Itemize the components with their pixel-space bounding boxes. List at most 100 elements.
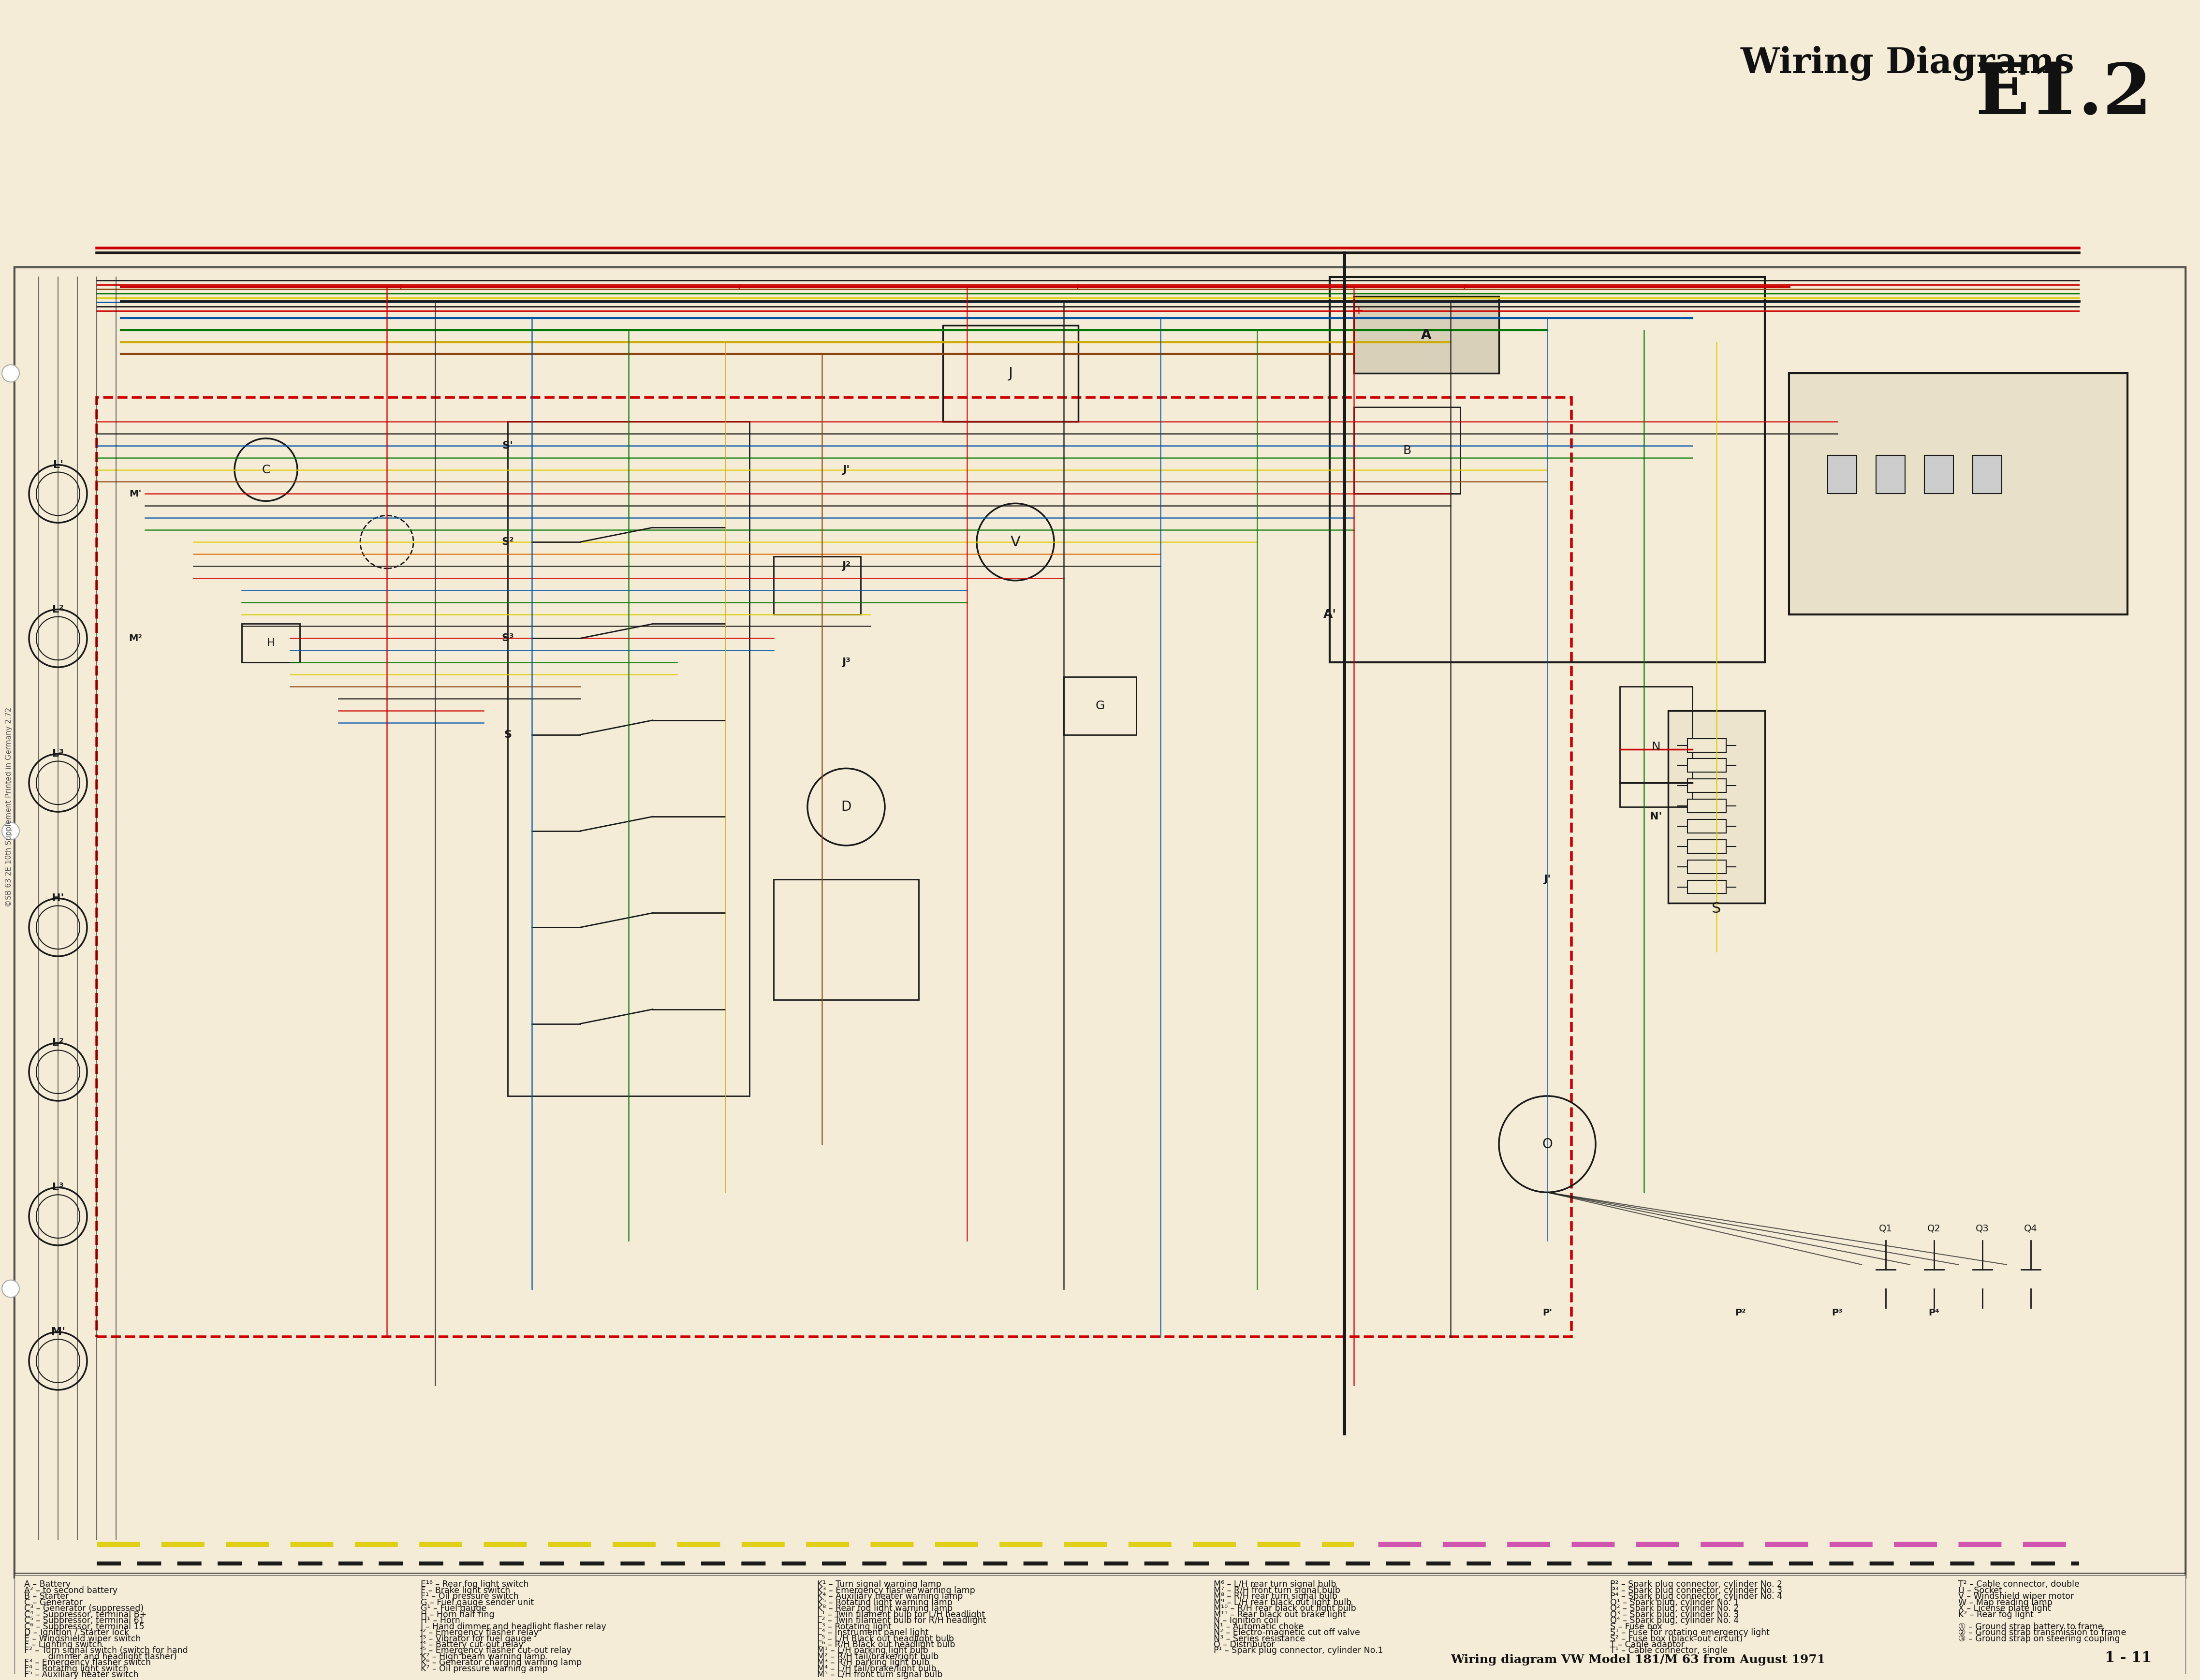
Text: L⁶ – R/H Black out headlight bulb: L⁶ – R/H Black out headlight bulb <box>816 1640 955 1650</box>
Text: K² – High beam warning lamp: K² – High beam warning lamp <box>420 1653 546 1662</box>
Bar <box>1828 455 1857 494</box>
Text: M¹ – L/H parking light bulb: M¹ – L/H parking light bulb <box>816 1646 928 1655</box>
Bar <box>1789 373 2127 615</box>
Text: F – Lighting switch: F – Lighting switch <box>24 1640 101 1650</box>
Text: P³ – Spark plug connector, cylinder No. 3: P³ – Spark plug connector, cylinder No. … <box>1610 1586 1782 1594</box>
Bar <box>242 623 299 662</box>
Text: G – Fuel gauge sender unit: G – Fuel gauge sender unit <box>420 1598 535 1606</box>
Bar <box>1353 407 1461 494</box>
Bar <box>1687 820 1727 833</box>
Text: S: S <box>1712 902 1720 916</box>
Text: N² – Electro-magnetic cut off valve: N² – Electro-magnetic cut off valve <box>1214 1628 1360 1636</box>
Text: S – Fuse box: S – Fuse box <box>1610 1623 1663 1631</box>
Text: C – Generator: C – Generator <box>24 1598 84 1606</box>
Text: P⁴ – Spark plug connector, cylinder No. 4: P⁴ – Spark plug connector, cylinder No. … <box>1610 1593 1782 1601</box>
Text: Q4: Q4 <box>2024 1223 2037 1233</box>
Text: M': M' <box>130 489 141 499</box>
Text: L³: L³ <box>53 1183 64 1193</box>
Text: N: N <box>1652 741 1661 753</box>
Text: M¹⁰ – R/H rear black out light bulb: M¹⁰ – R/H rear black out light bulb <box>1214 1604 1355 1613</box>
Bar <box>1619 687 1692 806</box>
Text: H¹ – Horn: H¹ – Horn <box>420 1616 460 1625</box>
Text: K¹ – Turn signal warning lamp: K¹ – Turn signal warning lamp <box>816 1581 942 1589</box>
Text: K² – Rear fog light: K² – Rear fog light <box>1958 1609 2033 1620</box>
Text: Q³ – Spark plug, cylinder No. 3: Q³ – Spark plug, cylinder No. 3 <box>1610 1609 1738 1620</box>
Text: S² – Fuse box (black-out circuit): S² – Fuse box (black-out circuit) <box>1610 1635 1742 1643</box>
Text: P⁴: P⁴ <box>1929 1309 1940 1317</box>
Text: P² – Spark plug connector, cylinder No. 2: P² – Spark plug connector, cylinder No. … <box>1610 1581 1782 1589</box>
Text: F¹ – Oil pressure switch: F¹ – Oil pressure switch <box>420 1593 519 1601</box>
Text: +: + <box>1353 306 1364 316</box>
Bar <box>1687 780 1727 793</box>
Text: ② – Ground strap transmission to frame: ② – Ground strap transmission to frame <box>1958 1628 2125 1636</box>
Text: M⁹ – L/H rear black out light bulb: M⁹ – L/H rear black out light bulb <box>1214 1598 1351 1606</box>
Text: J³ – Vibrator for fuel gauge: J³ – Vibrator for fuel gauge <box>420 1635 532 1643</box>
Text: N': N' <box>1650 811 1663 822</box>
Text: C⁴ – Suppressor, terminal B+: C⁴ – Suppressor, terminal B+ <box>24 1609 147 1620</box>
Bar <box>1687 840 1727 853</box>
Text: M¹¹ – Rear black out brake light: M¹¹ – Rear black out brake light <box>1214 1609 1346 1620</box>
Bar <box>1065 677 1135 734</box>
Text: Wiring diagram VW Model 181/M 63 from August 1971: Wiring diagram VW Model 181/M 63 from Au… <box>1450 1653 1826 1665</box>
Text: B: B <box>1404 445 1410 457</box>
Circle shape <box>2 822 20 840</box>
Text: V – Windshield wiper motor: V – Windshield wiper motor <box>1958 1593 2075 1601</box>
Text: P³: P³ <box>1833 1309 1844 1317</box>
Text: M² – R/H tail/brake/right bulb: M² – R/H tail/brake/right bulb <box>816 1653 939 1662</box>
Text: T² – Cable connector, double: T² – Cable connector, double <box>1958 1581 2079 1589</box>
Bar <box>1687 800 1727 813</box>
Text: E¹⁶ – Rear fog light switch: E¹⁶ – Rear fog light switch <box>420 1581 528 1589</box>
Text: Q3: Q3 <box>1976 1223 1989 1233</box>
Text: A': A' <box>1322 608 1335 620</box>
Text: 1 - 11: 1 - 11 <box>2105 1650 2152 1665</box>
Text: E1.2: E1.2 <box>1976 60 2152 128</box>
Text: H': H' <box>53 894 64 904</box>
Text: ① – Ground strap battery to frame: ① – Ground strap battery to frame <box>1958 1623 2103 1631</box>
Text: C⁵ – Suppressor, terminal 61: C⁵ – Suppressor, terminal 61 <box>24 1616 145 1625</box>
Text: B – Starter: B – Starter <box>24 1593 68 1601</box>
Text: N¹ – Automatic choke: N¹ – Automatic choke <box>1214 1623 1305 1631</box>
Text: E – Windshield wiper switch: E – Windshield wiper switch <box>24 1635 141 1643</box>
Text: D – Ignition / Starter lock: D – Ignition / Starter lock <box>24 1628 130 1636</box>
Text: J': J' <box>843 465 849 474</box>
Text: N³ – Series resistance: N³ – Series resistance <box>1214 1635 1305 1643</box>
Bar <box>15 1576 2185 1673</box>
Bar <box>774 556 860 615</box>
Text: F – Brake light switch: F – Brake light switch <box>420 1586 510 1594</box>
Text: P¹ – Spark plug connector, cylinder No.1: P¹ – Spark plug connector, cylinder No.1 <box>1214 1646 1384 1655</box>
Text: L²: L² <box>53 605 64 615</box>
Text: J': J' <box>1544 874 1551 884</box>
Text: L⁴ – Instrument panel light: L⁴ – Instrument panel light <box>816 1628 928 1636</box>
Text: M': M' <box>51 1327 66 1337</box>
Text: Q⁴ – Spark plug, cylinder No. 4: Q⁴ – Spark plug, cylinder No. 4 <box>1610 1616 1738 1625</box>
Text: J: J <box>1008 366 1012 380</box>
Text: G: G <box>1096 701 1104 712</box>
Bar <box>97 398 1571 1337</box>
Bar <box>15 267 2185 1578</box>
Bar <box>1353 296 1498 373</box>
Text: Q2: Q2 <box>1927 1223 1940 1233</box>
Bar <box>1925 455 1954 494</box>
Text: J⁵ – Emergency flasher cut-out relay: J⁵ – Emergency flasher cut-out relay <box>420 1646 572 1655</box>
Text: L¹ – Twin filament bulb for L/H headlight: L¹ – Twin filament bulb for L/H headligh… <box>816 1609 986 1620</box>
Text: J³: J³ <box>843 657 851 667</box>
Text: Q1: Q1 <box>1879 1223 1892 1233</box>
Text: W – Map reading lamp: W – Map reading lamp <box>1958 1598 2053 1606</box>
Text: N – Ignition coil: N – Ignition coil <box>1214 1616 1278 1625</box>
Text: Q¹ – Spark plug, cylinder No. 1: Q¹ – Spark plug, cylinder No. 1 <box>1610 1598 1738 1606</box>
Text: S: S <box>504 729 513 739</box>
Text: S³: S³ <box>502 633 515 643</box>
Text: L³ – Rotating light: L³ – Rotating light <box>816 1623 891 1631</box>
Bar <box>944 326 1078 422</box>
Circle shape <box>2 365 20 381</box>
Text: J – Hand dimmer and headlight flasher relay: J – Hand dimmer and headlight flasher re… <box>420 1623 607 1631</box>
Text: S¹ – Fuse for rotating emergency light: S¹ – Fuse for rotating emergency light <box>1610 1628 1769 1636</box>
Text: V: V <box>1010 534 1021 549</box>
Text: D: D <box>840 800 851 813</box>
Text: C: C <box>262 464 271 475</box>
Text: K⁷ – Oil pressure warning amp: K⁷ – Oil pressure warning amp <box>420 1665 548 1673</box>
Text: L⁵ – L/H Black out headlight bulb: L⁵ – L/H Black out headlight bulb <box>816 1635 955 1643</box>
Text: T – Cable adaptor: T – Cable adaptor <box>1610 1640 1685 1650</box>
Text: U – Socket: U – Socket <box>1958 1586 2002 1594</box>
Text: T¹ – Cable connector, single: T¹ – Cable connector, single <box>1610 1646 1727 1655</box>
